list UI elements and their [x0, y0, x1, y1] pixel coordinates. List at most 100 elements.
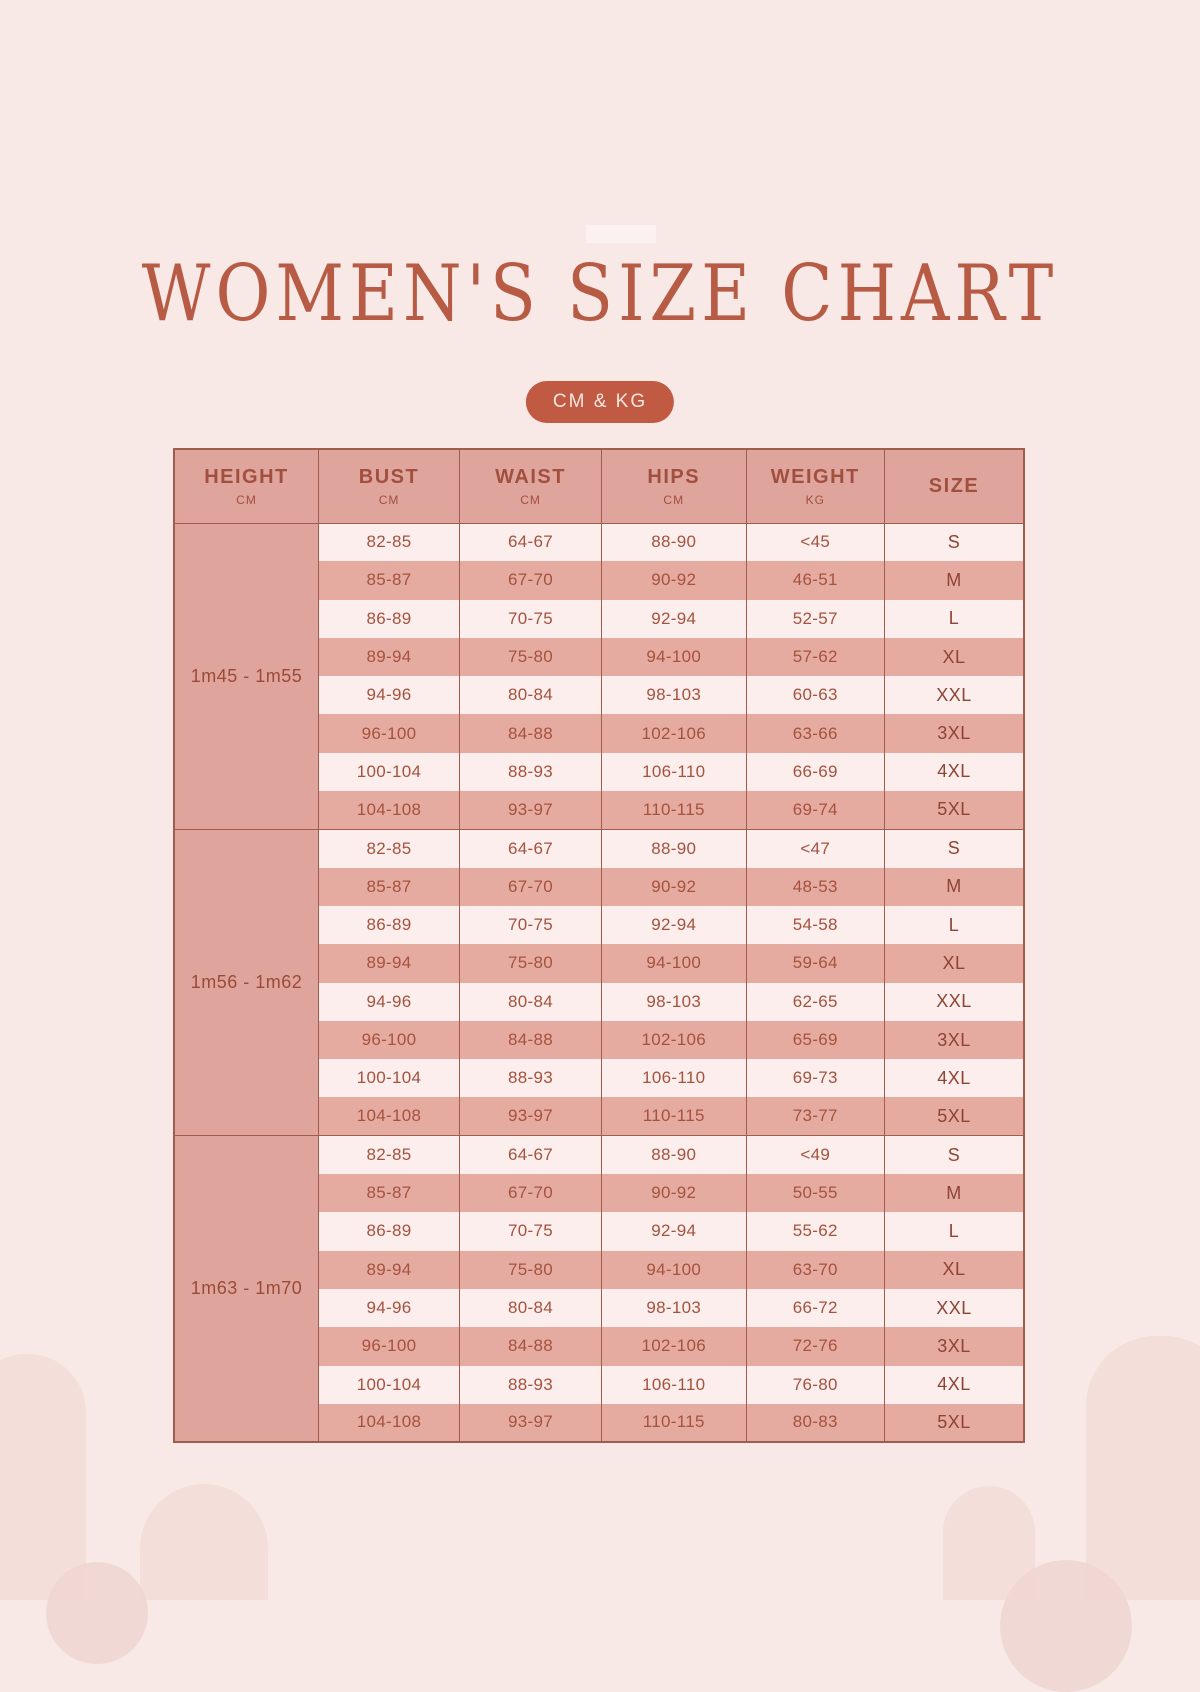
- data-cell: 89-94: [317, 637, 461, 677]
- data-cell: 94-96: [317, 982, 461, 1021]
- data-cell: 104-108: [317, 1403, 461, 1443]
- data-cell: 98-103: [601, 1288, 747, 1328]
- table-row: 94-96 80-84 98-103 66-72 XXL: [174, 1288, 1025, 1328]
- data-cell: 84-88: [459, 1020, 603, 1060]
- data-cell: 64-67: [459, 1135, 603, 1175]
- data-cell: 67-70: [459, 867, 603, 906]
- decorative-circle-bottom-right: [1000, 1560, 1132, 1692]
- data-cell: 94-100: [601, 1250, 747, 1289]
- table-head: HEIGHT CM BUST CM WAIST CM HIPS CM WEIGHT KG SIZE: [173, 448, 1025, 524]
- decorative-arch-bottom-left-small: [140, 1484, 268, 1600]
- size-cell: L: [884, 905, 1025, 945]
- size-cell: 4XL: [884, 1059, 1025, 1098]
- size-cell: L: [884, 599, 1025, 638]
- data-cell: 63-66: [745, 714, 886, 753]
- column-header-waist: WAIST CM: [459, 448, 603, 524]
- data-cell: 85-87: [317, 1174, 461, 1213]
- size-cell: S: [884, 828, 1025, 868]
- data-cell: 88-93: [459, 752, 603, 792]
- data-cell: 67-70: [459, 1174, 603, 1213]
- column-label: WEIGHT: [770, 465, 860, 488]
- data-cell: <45: [745, 522, 886, 562]
- data-cell: 66-72: [745, 1288, 886, 1328]
- data-cell: <49: [745, 1135, 886, 1175]
- data-cell: 76-80: [745, 1365, 886, 1404]
- data-cell: 102-106: [601, 1020, 747, 1060]
- data-cell: 84-88: [459, 714, 603, 753]
- size-cell: M: [884, 1174, 1025, 1213]
- table-row: 100-104 88-93 106-110 69-73 4XL: [174, 1059, 1025, 1098]
- data-cell: 92-94: [601, 905, 747, 945]
- data-cell: 54-58: [745, 905, 886, 945]
- data-cell: 64-67: [459, 522, 603, 562]
- size-chart-container: HEIGHT CM BUST CM WAIST CM HIPS CM WEIGHT KG SIZE …: [173, 448, 1025, 1444]
- table-row: 85-87 67-70 90-92 46-51 M: [174, 561, 1025, 600]
- data-cell: 70-75: [459, 905, 603, 945]
- data-cell: 67-70: [459, 561, 603, 600]
- data-cell: 106-110: [601, 752, 747, 792]
- table-row: 86-89 70-75 92-94 54-58 L: [174, 905, 1025, 945]
- size-cell: 3XL: [884, 1020, 1025, 1060]
- data-cell: 64-67: [459, 828, 603, 868]
- size-cell: XL: [884, 637, 1025, 677]
- data-cell: 100-104: [317, 1365, 461, 1404]
- column-header-hips: HIPS CM: [601, 448, 747, 524]
- data-cell: 70-75: [459, 1212, 603, 1251]
- data-cell: 110-115: [601, 1403, 747, 1443]
- data-cell: 94-96: [317, 676, 461, 715]
- column-header-size: SIZE: [884, 448, 1025, 524]
- table-row: 96-100 84-88 102-106 72-76 3XL: [174, 1327, 1025, 1366]
- size-cell: 5XL: [884, 1403, 1025, 1443]
- data-cell: 90-92: [601, 1174, 747, 1213]
- data-cell: 86-89: [317, 599, 461, 638]
- table-row: 1m63 - 1m70 82-85 64-67 88-90 <49 S: [173, 1135, 1025, 1443]
- data-cell: 85-87: [317, 867, 461, 906]
- data-cell: 94-96: [317, 1288, 461, 1328]
- column-header-weight: WEIGHT KG: [745, 448, 886, 524]
- data-cell: 89-94: [317, 1250, 461, 1289]
- data-cell: 96-100: [317, 1327, 461, 1366]
- data-cell: 98-103: [601, 982, 747, 1021]
- decorative-arch-bottom-left-tall: [0, 1354, 86, 1600]
- column-label: HEIGHT: [204, 465, 289, 488]
- column-label: WAIST: [495, 465, 566, 488]
- data-cell: 102-106: [601, 1327, 747, 1366]
- column-unit: CM: [663, 492, 685, 507]
- data-cell: 73-77: [745, 1097, 886, 1136]
- data-cell: <47: [745, 828, 886, 868]
- table-row: 104-108 93-97 110-115 69-74 5XL: [174, 791, 1025, 830]
- data-cell: 52-57: [745, 599, 886, 638]
- data-cell: 88-90: [601, 522, 747, 562]
- data-cell: 98-103: [601, 676, 747, 715]
- size-cell: 3XL: [884, 1327, 1025, 1366]
- table-row: 104-108 93-97 110-115 73-77 5XL: [174, 1097, 1025, 1136]
- table-row: 89-94 75-80 94-100 63-70 XL: [174, 1250, 1025, 1289]
- column-unit: CM: [236, 492, 257, 507]
- column-label: SIZE: [928, 474, 980, 497]
- table-row: 89-94 75-80 94-100 57-62 XL: [174, 637, 1025, 677]
- size-cell: XL: [884, 1250, 1025, 1289]
- column-unit: CM: [378, 492, 400, 507]
- table-row: 94-96 80-84 98-103 60-63 XXL: [174, 676, 1025, 715]
- data-cell: 102-106: [601, 714, 747, 753]
- data-cell: 104-108: [317, 1097, 461, 1136]
- decorative-faint-patch-top: [586, 225, 656, 243]
- decorative-arch-bottom-right-small: [943, 1486, 1035, 1600]
- data-cell: 110-115: [601, 791, 747, 830]
- data-cell: 96-100: [317, 714, 461, 753]
- data-cell: 88-93: [459, 1365, 603, 1404]
- table-row: 85-87 67-70 90-92 50-55 M: [174, 1174, 1025, 1213]
- data-cell: 90-92: [601, 867, 747, 906]
- data-cell: 82-85: [317, 1135, 461, 1175]
- table-row: 85-87 67-70 90-92 48-53 M: [174, 867, 1025, 906]
- size-cell: S: [884, 522, 1025, 562]
- column-unit: KG: [805, 492, 825, 507]
- size-cell: XXL: [884, 676, 1025, 715]
- decorative-arch-bottom-right-tall: [1086, 1336, 1200, 1600]
- data-cell: 106-110: [601, 1059, 747, 1098]
- data-cell: 63-70: [745, 1250, 886, 1289]
- data-cell: 80-84: [459, 676, 603, 715]
- data-cell: 89-94: [317, 944, 461, 983]
- table-row: 96-100 84-88 102-106 65-69 3XL: [174, 1020, 1025, 1060]
- data-cell: 80-84: [459, 1288, 603, 1328]
